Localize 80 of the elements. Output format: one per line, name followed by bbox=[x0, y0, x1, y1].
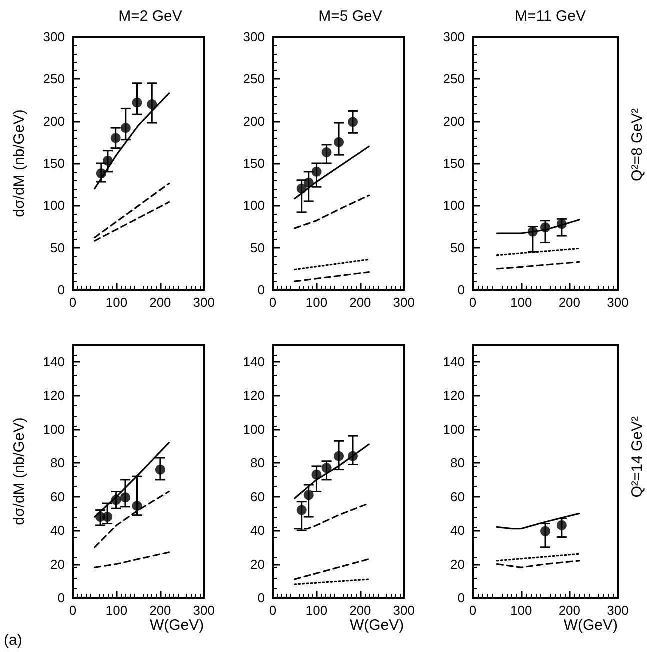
y-tick-label: 20 bbox=[50, 556, 65, 572]
y-tick-label: 200 bbox=[443, 114, 465, 129]
chart-title: M=11 GeV bbox=[514, 8, 586, 25]
y-tick-label: 20 bbox=[250, 556, 265, 572]
x-tick-label: 0 bbox=[69, 603, 77, 618]
y-tick-label: 0 bbox=[458, 282, 465, 298]
y-tick-label: 250 bbox=[243, 72, 265, 87]
y-tick-label: 100 bbox=[243, 422, 265, 437]
y-tick-label: 100 bbox=[443, 198, 465, 214]
y-tick-label: 80 bbox=[250, 456, 265, 471]
x-tick-label: 0 bbox=[469, 603, 477, 618]
y-tick-label: 80 bbox=[450, 456, 465, 471]
x-tick-label: 300 bbox=[393, 295, 416, 310]
y-tick-label: 50 bbox=[250, 240, 265, 256]
y-tick-label: 100 bbox=[443, 422, 465, 437]
y-tick-label: 100 bbox=[43, 422, 65, 437]
y-tick-label: 0 bbox=[458, 590, 465, 606]
x-tick-label: 200 bbox=[150, 603, 172, 618]
y-tick-label: 200 bbox=[243, 114, 265, 129]
y-tick-label: 300 bbox=[43, 30, 65, 44]
y-tick-label: 120 bbox=[43, 388, 65, 404]
x-tick-label: 200 bbox=[558, 295, 581, 310]
y-tick-label: 150 bbox=[243, 156, 265, 171]
x-tick-label: 300 bbox=[607, 603, 629, 618]
x-tick-label: 100 bbox=[306, 295, 328, 310]
x-tick-label: 100 bbox=[510, 295, 532, 310]
x-tick-label: 100 bbox=[106, 603, 128, 618]
y-tick-label: 50 bbox=[50, 240, 65, 256]
x-tick-label: 0 bbox=[69, 295, 77, 310]
x-tick-label: 200 bbox=[150, 295, 172, 310]
chart-title: M=5 GeV bbox=[318, 8, 382, 25]
y-tick-label: 80 bbox=[50, 456, 65, 471]
x-tick-label: 300 bbox=[393, 603, 416, 618]
y-tick-label: 150 bbox=[43, 156, 65, 171]
x-axis-title: W(GeV) bbox=[564, 617, 618, 634]
y-axis-title: dσ/dM (nb/GeV) bbox=[11, 110, 28, 218]
x-tick-label: 200 bbox=[558, 603, 581, 618]
y-tick-label: 140 bbox=[43, 354, 65, 370]
y-tick-label: 60 bbox=[50, 489, 65, 504]
x-tick-label: 0 bbox=[269, 295, 277, 310]
x-tick-label: 100 bbox=[510, 603, 532, 618]
x-axis-title: W(GeV) bbox=[150, 617, 204, 634]
y-tick-label: 250 bbox=[43, 72, 65, 87]
y-tick-label: 300 bbox=[443, 30, 465, 44]
y-tick-label: 300 bbox=[243, 30, 265, 44]
y-tick-label: 250 bbox=[443, 72, 465, 87]
y2-axis-title: Q²=14 GeV² bbox=[629, 416, 646, 498]
y-tick-label: 140 bbox=[243, 354, 265, 370]
y2-axis-title: Q²=8 GeV² bbox=[629, 108, 646, 182]
y-tick-label: 40 bbox=[450, 523, 465, 538]
x-tick-label: 0 bbox=[269, 603, 277, 618]
y-tick-label: 0 bbox=[258, 590, 265, 606]
x-axis-title: W(GeV) bbox=[350, 617, 404, 634]
y-tick-label: 100 bbox=[243, 198, 265, 214]
y-tick-label: 120 bbox=[243, 388, 265, 404]
y-tick-label: 200 bbox=[43, 114, 65, 129]
y-tick-label: 0 bbox=[258, 282, 265, 298]
y-tick-label: 20 bbox=[450, 556, 465, 572]
y-tick-label: 120 bbox=[443, 388, 465, 404]
y-tick-label: 40 bbox=[50, 523, 65, 538]
y-tick-label: 0 bbox=[58, 282, 65, 298]
x-tick-label: 100 bbox=[306, 603, 328, 618]
x-tick-label: 200 bbox=[350, 603, 372, 618]
chart-title: M=2 GeV bbox=[118, 8, 182, 25]
x-tick-label: 300 bbox=[193, 603, 216, 618]
x-tick-label: 300 bbox=[193, 295, 216, 310]
y-tick-label: 60 bbox=[450, 489, 465, 504]
y-tick-label: 60 bbox=[250, 489, 265, 504]
y-tick-label: 0 bbox=[58, 590, 65, 606]
x-tick-label: 100 bbox=[106, 295, 128, 310]
text: (a) bbox=[4, 632, 22, 649]
y-axis-title: dσ/dM (nb/GeV) bbox=[11, 418, 28, 526]
x-tick-label: 0 bbox=[469, 295, 477, 310]
y-tick-label: 140 bbox=[443, 354, 465, 370]
x-tick-label: 300 bbox=[607, 295, 629, 310]
y-tick-label: 50 bbox=[450, 240, 465, 256]
y-tick-label: 40 bbox=[250, 523, 265, 538]
y-tick-label: 100 bbox=[43, 198, 65, 214]
y-tick-label: 150 bbox=[443, 156, 465, 171]
x-tick-label: 200 bbox=[350, 295, 372, 310]
